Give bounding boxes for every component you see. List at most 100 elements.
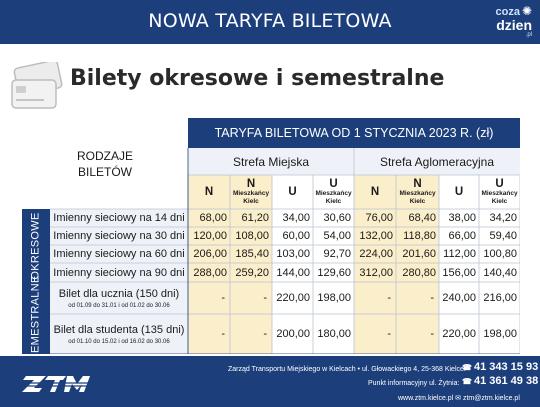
price-cell: 61,20: [230, 209, 272, 227]
site-logo[interactable]: coza ✺ dzien .pl: [482, 4, 532, 38]
ticket-name: Imienny sieciowy na 90 dni: [50, 263, 188, 282]
price-cell: 206,00: [188, 245, 230, 263]
price-cell: 108,00: [230, 227, 272, 245]
price-cell: 180,00: [313, 314, 354, 354]
price-cell: 76,00: [354, 209, 396, 227]
price-cell: 132,00: [354, 227, 396, 245]
price-cell: 220,00: [272, 282, 313, 314]
price-cell: -: [396, 282, 439, 314]
price-cell: 259,20: [230, 263, 272, 282]
ticket-name: Imienny sieciowy na 30 dni: [50, 227, 188, 245]
price-cell: 112,00: [439, 245, 479, 263]
ticket-name: Imienny sieciowy na 14 dni: [50, 209, 188, 227]
price-cell: 38,00: [439, 209, 479, 227]
price-cell: 59,40: [479, 227, 520, 245]
cards-icon: [11, 62, 63, 109]
footer-phone-1[interactable]: ☎ 41 343 15 93: [462, 361, 538, 373]
price-cell: 34,00: [272, 209, 313, 227]
phone-icon: ☎: [462, 363, 472, 372]
price-cell: 92,70: [313, 245, 354, 263]
price-cell: 156,00: [439, 263, 479, 282]
price-cell: 198,00: [479, 314, 520, 354]
ticket-name-text: Bilet dla ucznia (150 dni): [58, 287, 180, 300]
column-header: U: [272, 175, 313, 209]
price-cell: -: [354, 282, 396, 314]
column-header-sub: Mieszkańcy Kielc: [399, 190, 436, 205]
sun-icon: ✺: [521, 4, 532, 18]
column-header-main: U: [288, 186, 297, 198]
price-cell: 288,00: [188, 263, 230, 282]
column-header-main: U: [454, 186, 464, 198]
ticket-period: od 01.10 do 15.02 i od 16.02 do 30.06: [68, 338, 170, 345]
column-header: N: [188, 175, 230, 209]
column-header: U Mieszkańcy Kielc: [313, 175, 354, 209]
column-header-sub: Mieszkańcy Kielc: [232, 190, 270, 205]
column-header: N Mieszkańcy Kielc: [396, 175, 439, 209]
column-header-main: N: [204, 186, 214, 198]
banner-title: NOWA TARYFA BILETOWA: [148, 10, 392, 32]
price-cell: 100,80: [479, 245, 520, 263]
phone-icon: ☎: [462, 377, 472, 386]
price-cell: -: [230, 282, 272, 314]
price-cell: 120,00: [188, 227, 230, 245]
logo-sub-text: .pl: [525, 32, 532, 38]
column-header: U Mieszkańcy Kielc: [479, 175, 520, 209]
price-cell: 280,80: [396, 263, 439, 282]
fare-table: RODZAJE BILETÓW TARYFA BILETOWA OD 1 STYC…: [22, 118, 520, 361]
column-header-main: U: [329, 178, 338, 190]
ticket-name: Imienny sieciowy na 60 dni: [50, 245, 188, 263]
column-header-sub: Mieszkańcy Kielc: [315, 190, 352, 205]
price-cell: 144,00: [272, 263, 313, 282]
price-cell: 240,00: [439, 282, 479, 314]
price-cell: 68,40: [396, 209, 439, 227]
price-cell: 200,00: [272, 314, 313, 354]
column-header-main: U: [495, 178, 504, 190]
price-cell: 118,80: [396, 227, 439, 245]
column-header-main: N: [370, 186, 380, 198]
zone-city: Strefa Miejska: [188, 148, 354, 175]
price-cell: 185,40: [230, 245, 272, 263]
price-cell: 201,60: [396, 245, 439, 263]
zone-agglomeration: Strefa Aglomeracyjna: [354, 148, 520, 175]
price-cell: 129,60: [313, 263, 354, 282]
ticket-period: od 01.09 do 31.01 i od 01.02 do 30.06: [68, 302, 170, 309]
ztm-logo: [22, 376, 92, 392]
price-cell: 103,00: [272, 245, 313, 263]
phone-1-number: 41 343 15 93: [473, 361, 539, 373]
footer: Zarząd Transportu Miejskiego w Kielcach …: [0, 356, 540, 407]
ticket-name-text: Bilet dla studenta (135 dni): [53, 323, 185, 336]
group-semestralne: SEMESTRALNE: [22, 275, 50, 361]
group-okresowe-text: OKRESOWE: [30, 211, 42, 280]
footer-web-email[interactable]: www.ztm.kielce.pl ✉ ztm@ztm.kielce.pl: [398, 395, 520, 402]
group-okresowe: OKRESOWE: [22, 209, 50, 282]
tariff-header: TARYFA BILETOWA OD 1 STYCZNIA 2023 R. (z…: [188, 118, 520, 148]
footer-address: Zarząd Transportu Miejskiego w Kielcach …: [228, 366, 466, 373]
price-cell: 30,60: [313, 209, 354, 227]
top-banner: NOWA TARYFA BILETOWA coza ✺ dzien .pl: [0, 0, 540, 44]
phone-2-number: 41 361 49 38: [473, 375, 539, 387]
column-header: U: [439, 175, 479, 209]
ticket-name: Bilet dla studenta (135 dni) od 01.10 do …: [50, 314, 188, 354]
ticket-name: Bilet dla ucznia (150 dni) od 01.09 do 31…: [50, 282, 188, 314]
price-cell: 312,00: [354, 263, 396, 282]
ticket-name-text: Imienny sieciowy na 90 dni: [53, 266, 185, 279]
footer-info-point: Punkt informacyjny ul. Żytnia:: [368, 380, 460, 387]
logo-top-text: coza: [495, 6, 520, 18]
ticket-name-text: Imienny sieciowy na 14 dni: [53, 212, 185, 224]
ticket-types-header: RODZAJE BILETÓW: [22, 118, 188, 209]
price-cell: -: [188, 314, 230, 354]
price-cell: 224,00: [354, 245, 396, 263]
price-cell: -: [188, 282, 230, 314]
price-cell: -: [230, 314, 272, 354]
column-header: N Mieszkańcy Kielc: [230, 175, 272, 209]
logo-main-text: dzien: [496, 17, 532, 33]
column-header-main: N: [413, 178, 422, 190]
price-cell: -: [396, 314, 439, 354]
price-cell: 68,00: [188, 209, 230, 227]
column-header: N: [354, 175, 396, 209]
price-cell: 66,00: [439, 227, 479, 245]
ticket-name-text: Imienny sieciowy na 60 dni: [53, 248, 185, 260]
column-header-main: N: [246, 178, 256, 190]
group-semestralne-text: SEMESTRALNE: [30, 275, 42, 361]
footer-phone-2[interactable]: ☎ 41 361 49 38: [462, 375, 538, 387]
